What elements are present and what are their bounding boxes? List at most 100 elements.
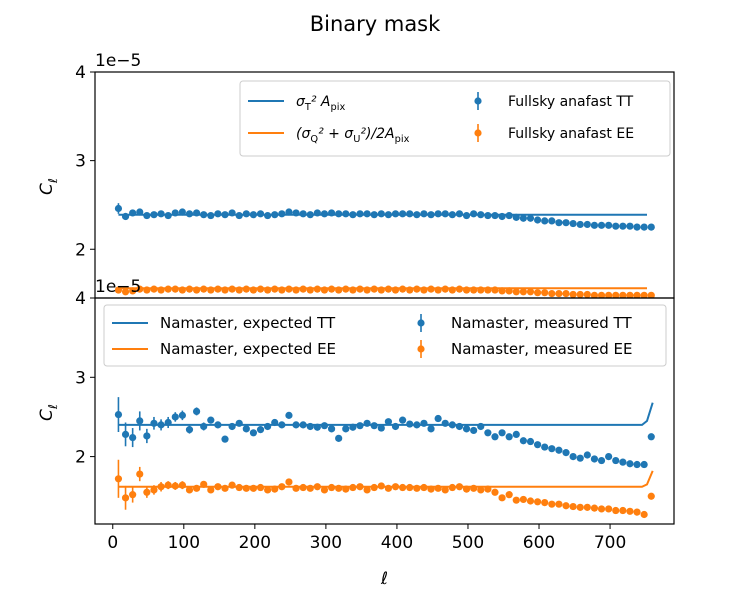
data-point <box>256 285 265 293</box>
data-point <box>370 483 378 492</box>
data-point <box>484 286 492 294</box>
data-point <box>626 460 634 468</box>
data-point <box>349 483 357 492</box>
data-point <box>164 418 172 427</box>
data-point <box>335 286 343 294</box>
data-point <box>356 210 364 218</box>
data-point <box>214 421 222 429</box>
data-point <box>619 458 627 466</box>
data-point <box>278 210 286 218</box>
data-point <box>363 486 371 494</box>
data-point <box>562 219 570 227</box>
legend: Namaster, expected TT Namaster, expected … <box>103 304 667 367</box>
data-point <box>391 422 400 431</box>
data-point <box>192 407 201 415</box>
data-point <box>434 484 442 492</box>
legend-label: σT​² Apix​ <box>296 94 345 113</box>
data-point <box>264 422 272 431</box>
data-point <box>597 221 606 229</box>
data-point <box>406 420 414 428</box>
data-point <box>612 291 620 298</box>
data-point <box>150 486 158 494</box>
data-point <box>299 210 307 218</box>
legend-marker-swatch <box>417 345 425 353</box>
data-point <box>356 285 364 293</box>
data-point <box>271 211 279 219</box>
legend-label: (σQ​² + σU​²)/2Apix​ <box>296 126 410 145</box>
data-point <box>178 481 186 489</box>
legend-item: σT​² Apix​ <box>248 94 345 113</box>
data-point <box>455 285 464 293</box>
data-point <box>647 492 655 500</box>
data-point <box>114 204 123 213</box>
data-point <box>157 421 165 429</box>
data-point <box>399 416 407 424</box>
data-point <box>434 210 442 218</box>
data-point <box>384 211 393 219</box>
data-point <box>335 434 343 442</box>
legend-box <box>103 304 667 367</box>
data-point <box>576 454 584 462</box>
data-point <box>505 433 513 441</box>
data-point <box>278 483 286 491</box>
y-tick-label: 4 <box>75 289 86 309</box>
data-point <box>470 426 478 435</box>
data-point <box>185 210 194 218</box>
data-point <box>597 291 606 298</box>
data-point <box>278 421 286 429</box>
data-point <box>221 211 229 219</box>
data-point <box>555 500 563 508</box>
data-point <box>292 421 300 429</box>
data-point <box>590 504 599 512</box>
legend-item: Namaster, measured TT <box>417 314 632 332</box>
data-point <box>484 211 492 220</box>
data-point <box>541 498 549 507</box>
data-point <box>192 286 201 294</box>
data-point <box>256 426 265 434</box>
data-point <box>150 285 158 293</box>
data-point <box>256 483 265 492</box>
data-point <box>271 485 279 493</box>
data-point <box>363 286 371 294</box>
data-point <box>171 413 179 421</box>
data-point <box>121 288 130 296</box>
data-point <box>441 419 449 427</box>
data-point <box>249 286 258 294</box>
data-point <box>413 211 421 219</box>
data-point <box>441 285 449 293</box>
data-point <box>633 508 641 516</box>
data-point <box>114 286 123 294</box>
data-point <box>526 497 535 505</box>
data-point <box>605 291 613 298</box>
data-point <box>519 214 527 222</box>
legend-label: Fullsky anafast TT <box>508 94 634 110</box>
data-point <box>313 285 321 293</box>
data-point <box>363 210 371 218</box>
data-point <box>377 210 385 218</box>
data-point <box>406 286 414 294</box>
data-point <box>235 286 243 294</box>
data-point <box>512 430 520 438</box>
data-point <box>242 210 250 218</box>
data-point <box>164 285 172 293</box>
data-point <box>327 209 336 217</box>
y-tick-label: 3 <box>75 152 86 172</box>
data-point <box>441 210 449 218</box>
data-point <box>455 483 464 491</box>
data-point <box>143 488 151 496</box>
data-point <box>299 285 307 293</box>
data-point <box>605 452 613 461</box>
data-point <box>462 425 471 433</box>
data-point <box>320 210 329 218</box>
data-point <box>498 212 506 221</box>
data-point <box>228 285 236 293</box>
data-point <box>384 418 393 426</box>
data-point <box>484 485 492 493</box>
data-point <box>313 209 321 217</box>
data-point <box>370 211 378 219</box>
data-point <box>171 209 179 217</box>
data-point <box>306 422 314 431</box>
data-point <box>292 286 300 294</box>
data-point <box>434 414 442 423</box>
data-point <box>626 507 634 515</box>
